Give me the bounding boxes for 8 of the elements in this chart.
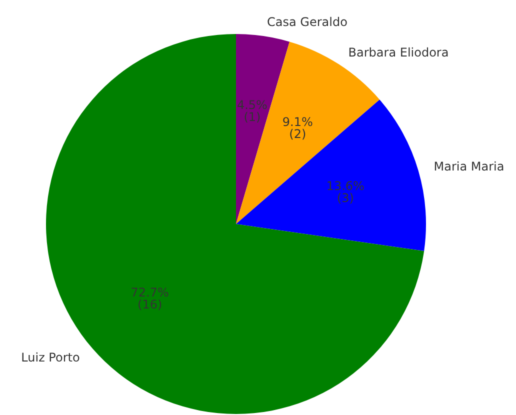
data-label: 9.1% (2) <box>282 115 313 142</box>
slice-label: Casa Geraldo <box>267 15 348 30</box>
slice-label: Maria Maria <box>434 160 504 174</box>
data-label: 72.7% (16) <box>130 286 169 312</box>
slice-label: Luiz Porto <box>21 350 80 365</box>
slice-label: Barbara Eliodora <box>348 45 449 60</box>
data-label: 13.6% (3) <box>326 178 364 205</box>
data-label: 4.5% (1) <box>236 98 268 124</box>
